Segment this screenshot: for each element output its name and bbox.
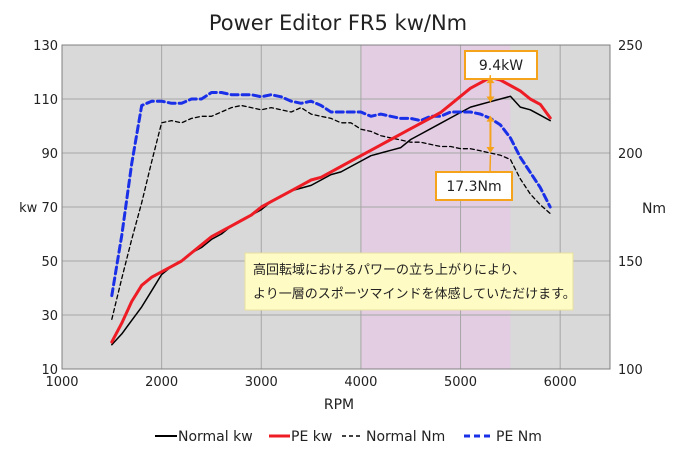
- plot-border: [61, 44, 611, 370]
- x-tick-label: 1000: [45, 375, 78, 390]
- x-tick-label: 4000: [344, 375, 377, 390]
- x-tick-label: 2000: [145, 375, 178, 390]
- y-left-tick-label: 30: [41, 309, 58, 324]
- legend: Normal kw PE kw Normal Nm PE Nm: [155, 429, 542, 445]
- note-line-1: 高回転域におけるパワーの立ち上がりにより、: [253, 262, 525, 278]
- nm-gain-callout-box: [435, 171, 513, 201]
- x-tick-label: 6000: [544, 375, 577, 390]
- series-line-pe-nm: [110, 91, 552, 298]
- nm-gain-arrow: [486, 115, 495, 153]
- series-line-pe-kw: [110, 75, 552, 344]
- y-left-tick-label: 110: [33, 93, 58, 108]
- y-left-tick-label: 90: [41, 147, 58, 162]
- y-right-tick-label: 150: [618, 255, 643, 270]
- legend-label-pe-nm: PE Nm: [496, 429, 542, 445]
- series-line-normal-nm: [111, 104, 551, 320]
- y-left-tick-label: 50: [41, 255, 58, 270]
- note-line-2: より一層のスポーツマインドを体感していただけます。: [253, 286, 576, 302]
- y-right-tick-label: 100: [618, 363, 643, 378]
- axes: 10 30 50 kw 70 90 110 130 100 150 200 250 1000 2000 3…: [19, 39, 643, 390]
- y-left-tick-label: kw 70: [19, 201, 58, 216]
- legend-label-pe-kw: PE kw: [291, 429, 332, 445]
- legend-label-normal-nm: Normal Nm: [366, 429, 445, 445]
- nm-gain-callout-label: 17.3Nm: [446, 179, 501, 195]
- y-left-tick-label: 10: [41, 363, 58, 378]
- legend-label-normal-kw: Normal kw: [178, 429, 253, 445]
- x-axis-label: RPM: [324, 397, 354, 413]
- kw-gain-callout-box: [464, 50, 538, 80]
- y-right-tick-label: 250: [618, 39, 643, 54]
- kw-gain-callout-label: 9.4kW: [479, 58, 523, 74]
- y-left-tick-label: 130: [33, 39, 58, 54]
- annotations: 高回転域におけるパワーの立ち上がりにより、 より一層のスポーツマインドを体感して…: [244, 50, 576, 311]
- kw-gain-arrow: [486, 77, 495, 103]
- data-series: [110, 75, 552, 346]
- right-axis-label: Nm: [642, 201, 666, 217]
- note-box: [244, 252, 574, 311]
- y-right-tick-label: 200: [618, 147, 643, 162]
- chart-title: Power Editor FR5 kw/Nm: [209, 11, 467, 35]
- x-tick-label: 3000: [245, 375, 278, 390]
- x-tick-label: 5000: [444, 375, 477, 390]
